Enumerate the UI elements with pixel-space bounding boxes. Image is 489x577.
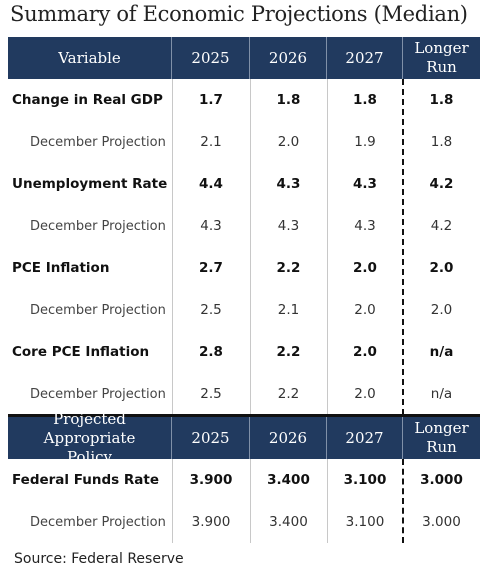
column-divider — [172, 79, 173, 415]
row-label: December Projection — [30, 218, 166, 234]
value-cell: 4.3 — [354, 218, 376, 234]
value-cell: 2.5 — [200, 302, 222, 318]
value-cell: 2.0 — [277, 134, 300, 150]
source: Source: Federal Reserve — [14, 551, 184, 567]
header-cell: 2026 — [250, 37, 327, 79]
row-label: Change in Real GDP — [12, 92, 163, 108]
header-cell: 2025 — [172, 37, 250, 79]
value-cell: 2.2 — [277, 386, 300, 402]
header-cell: 2026 — [250, 417, 327, 459]
header-cell: Longer Run — [403, 37, 480, 79]
value-cell: 3.400 — [269, 514, 308, 530]
value-cell: 1.8 — [353, 92, 377, 108]
header-cell: Longer Run — [403, 417, 480, 459]
header-cell: Projected Appropriate Policy — [8, 410, 172, 466]
row-label: December Projection — [30, 302, 166, 318]
value-cell: 3.900 — [191, 514, 231, 530]
value-cell: 1.8 — [430, 134, 453, 150]
row-label: PCE Inflation — [12, 260, 110, 276]
header-cell: 2027 — [327, 417, 403, 459]
value-cell: 2.0 — [353, 260, 377, 276]
row-label: December Projection — [30, 386, 166, 402]
column-divider — [250, 79, 251, 415]
value-cell: 3.400 — [267, 472, 310, 488]
longer-run-divider — [402, 459, 404, 543]
value-cell: 2.1 — [200, 134, 222, 150]
value-cell: 4.3 — [200, 218, 222, 234]
value-cell: 2.5 — [200, 386, 222, 402]
value-cell: 3.100 — [345, 514, 385, 530]
column-divider — [327, 459, 328, 543]
value-cell: 1.8 — [429, 92, 454, 108]
value-cell: n/a — [430, 386, 453, 402]
longer-run-divider — [402, 79, 404, 415]
header-cell: Variable — [8, 37, 172, 79]
value-cell: 2.1 — [277, 302, 300, 318]
value-cell: 2.0 — [429, 260, 454, 276]
value-cell: 3.000 — [422, 514, 461, 530]
section-divider — [8, 414, 480, 417]
value-cell: 1.8 — [276, 92, 301, 108]
value-cell: 2.0 — [354, 302, 376, 318]
header-cell: 2027 — [327, 37, 403, 79]
value-cell: 2.0 — [430, 302, 453, 318]
column-divider — [327, 79, 328, 415]
value-cell: 2.0 — [354, 386, 376, 402]
value-cell: 4.3 — [277, 218, 300, 234]
value-cell: 2.2 — [276, 260, 301, 276]
value-cell: 2.2 — [276, 344, 301, 360]
value-cell: 3.100 — [343, 472, 387, 488]
row-label: Core PCE Inflation — [12, 344, 150, 360]
value-cell: 3.900 — [189, 472, 233, 488]
row-label: December Projection — [30, 134, 166, 150]
value-cell: 2.8 — [199, 344, 223, 360]
value-cell: n/a — [429, 344, 454, 360]
value-cell: 4.3 — [353, 176, 377, 192]
header-cell: 2025 — [172, 417, 250, 459]
value-cell: 1.7 — [199, 92, 223, 108]
column-divider — [172, 459, 173, 543]
title: Summary of Economic Projections (Median) — [10, 2, 468, 26]
value-cell: 1.9 — [354, 134, 376, 150]
row-label: Unemployment Rate — [12, 176, 168, 192]
column-divider — [250, 459, 251, 543]
value-cell: 2.7 — [199, 260, 223, 276]
value-cell: 4.2 — [430, 218, 453, 234]
row-label: Federal Funds Rate — [12, 472, 160, 488]
row-label: December Projection — [30, 514, 166, 530]
value-cell: 4.3 — [276, 176, 301, 192]
value-cell: 2.0 — [353, 344, 377, 360]
value-cell: 4.4 — [199, 176, 223, 192]
value-cell: 3.000 — [420, 472, 463, 488]
value-cell: 4.2 — [429, 176, 454, 192]
